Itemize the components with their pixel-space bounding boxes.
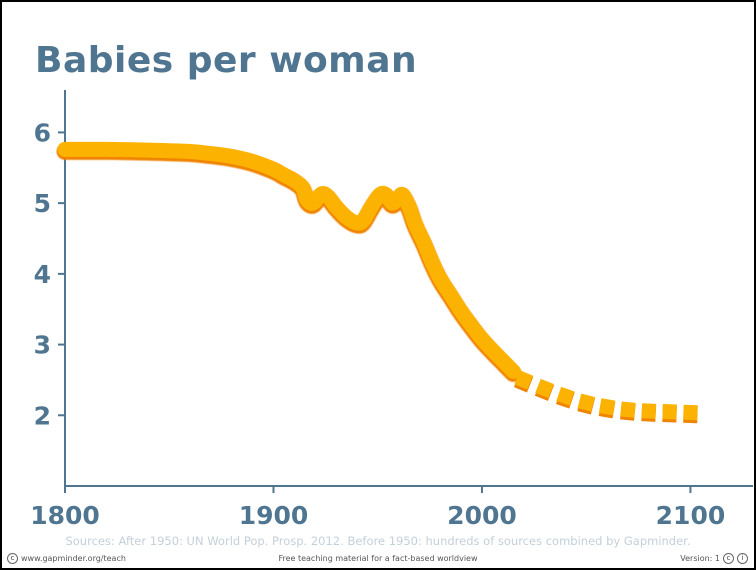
- projection-dash: [598, 398, 616, 416]
- footer-right: Version: 1 c i: [680, 553, 748, 564]
- chart-title: Babies per woman: [35, 40, 418, 81]
- series-line-historical: [57, 141, 521, 379]
- sources-note: Sources: After 1950: UN World Pop. Prosp…: [65, 534, 691, 548]
- creative-commons-icon: c: [7, 553, 18, 564]
- x-tick-label: 2100: [656, 501, 726, 530]
- projection-dash: [514, 370, 533, 390]
- projection-dash: [577, 393, 595, 412]
- y-tick-label: 6: [34, 118, 51, 147]
- footer-left: c www.gapminder.org/teach: [7, 553, 126, 564]
- x-tick-label: 1900: [239, 501, 309, 530]
- y-tick-label: 3: [34, 331, 51, 360]
- projection-dash: [556, 386, 575, 406]
- footer-url[interactable]: www.gapminder.org/teach: [21, 554, 126, 563]
- attribution-icon: i: [737, 553, 748, 564]
- y-tick-label: 2: [34, 401, 51, 430]
- projection-dash: [641, 403, 657, 419]
- x-tick-label: 2000: [447, 501, 517, 530]
- projection-dash: [535, 378, 554, 398]
- footer-bar: c www.gapminder.org/teach Free teaching …: [2, 551, 754, 566]
- y-tick-label: 5: [34, 189, 51, 218]
- cc-by-icon: c: [723, 553, 734, 564]
- y-tick-label: 4: [34, 260, 51, 289]
- projection-dash: [620, 401, 636, 418]
- footer-tagline: Free teaching material for a fact-based …: [278, 554, 478, 563]
- footer-version: Version: 1: [680, 554, 720, 563]
- x-tick-label: 1800: [30, 501, 100, 530]
